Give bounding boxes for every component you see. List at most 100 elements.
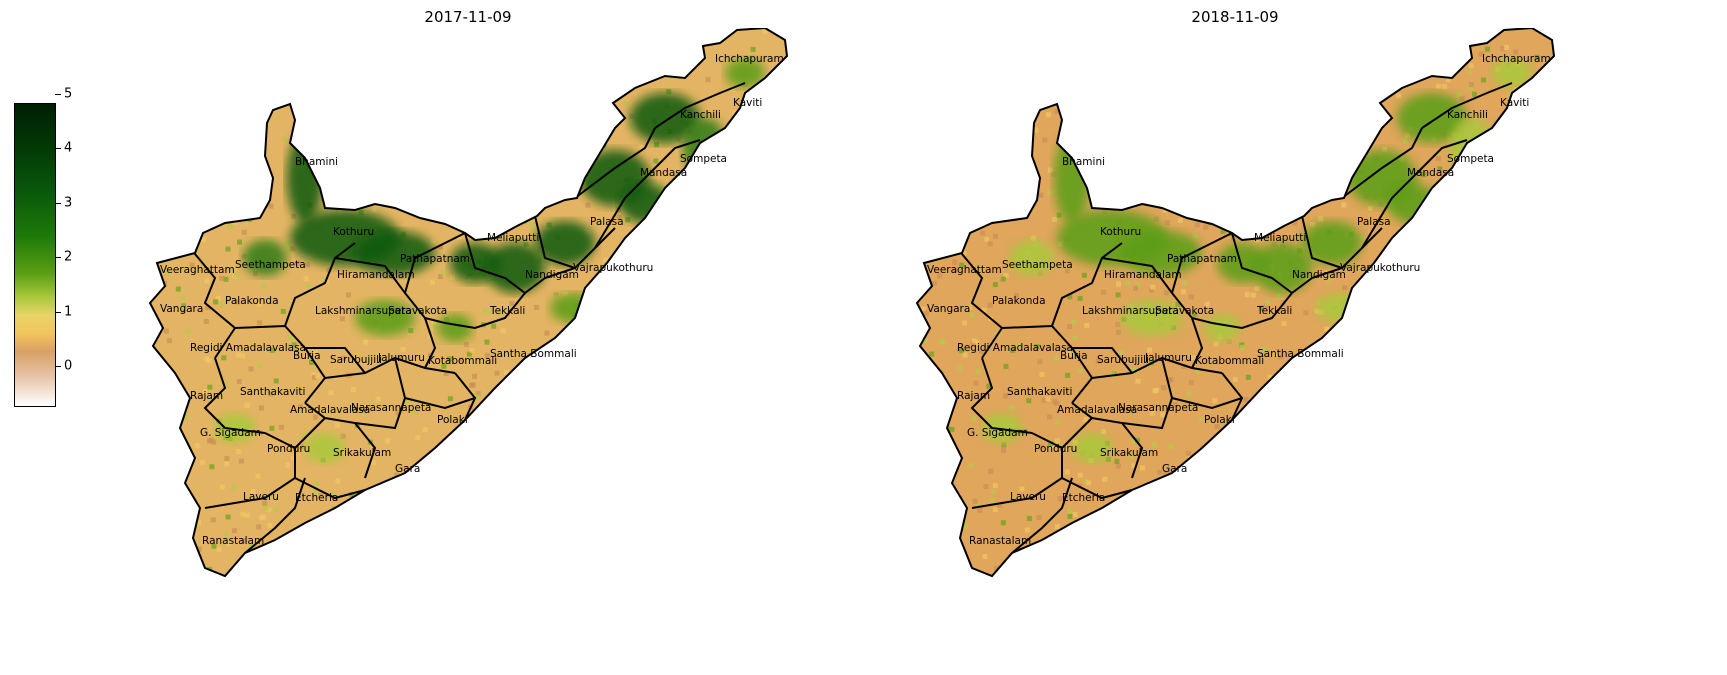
mandal-label: Meliaputti [1254, 232, 1306, 244]
vegetation-patch [630, 93, 700, 143]
title-2017: 2017-11-09 [424, 8, 512, 26]
mandal-boundary [1051, 242, 1123, 327]
mandal-label: Sarubujjili [330, 354, 382, 366]
mandal-label: Veeraghattam [160, 264, 235, 276]
colorbar-tick-2: 2 [64, 249, 73, 265]
vegetation-patch [1302, 221, 1362, 265]
mandal-label: Vangara [927, 303, 970, 315]
mandal-label: Kotabommali [428, 355, 497, 367]
mandal-label: Burja [1060, 350, 1088, 362]
mandal-label: Palakonda [992, 295, 1046, 307]
mandal-label: Santhakaviti [1007, 386, 1072, 398]
mandal-label: Kanchili [680, 109, 721, 121]
mandal-label: Saravakota [388, 305, 447, 317]
mandal-label: Burja [293, 350, 321, 362]
mandal-label: Etcherla [295, 492, 338, 504]
mandal-label: Meliaputti [487, 232, 539, 244]
mandal-boundary [1221, 372, 1244, 421]
vegetation-patch [725, 58, 765, 88]
vegetation-patch [1397, 93, 1467, 143]
mandal-boundary [305, 347, 366, 374]
mandal-label: Ranastalam [969, 535, 1031, 547]
vegetation-patch [1122, 300, 1182, 336]
vegetation-patch [1492, 58, 1532, 88]
mandal-label: Palasa [1357, 216, 1391, 228]
colorbar-tick-5: 5 [64, 86, 73, 102]
mandal-boundary [1161, 357, 1243, 410]
vegetation-patch [355, 300, 415, 336]
mandal-label: Regidi Amadalavalasa [957, 342, 1073, 354]
vegetation-patch [243, 240, 287, 276]
mandal-label: Vajrapukothuru [1340, 262, 1420, 274]
colorbar-tick-1: 1 [64, 304, 73, 320]
vegetation-patch [215, 413, 255, 443]
vegetation-patch [305, 433, 345, 463]
mandal-label: Amadalavalasa [1057, 404, 1137, 416]
mandal-label: Mandasa [640, 167, 687, 179]
mandal-boundary [394, 357, 476, 410]
vegetation-patch [1450, 118, 1494, 178]
mandal-label: Amadalavalasa [290, 404, 370, 416]
mandal-boundary [1061, 477, 1133, 500]
mandal-label: Nandigam [1292, 269, 1346, 281]
title-2018: 2018-11-09 [1191, 8, 1279, 26]
mandal-boundary [1061, 417, 1093, 449]
mandal-label: Kothuru [1100, 226, 1141, 238]
mandal-label: Ranastalam [202, 535, 264, 547]
mandal-boundary [1072, 347, 1133, 374]
mandal-label: Narasannapeta [351, 402, 431, 414]
vegetation-patch [535, 221, 595, 265]
mandal-boundary [1171, 232, 1233, 294]
mandal-label: Vajrapukothuru [573, 262, 653, 274]
mandal-label: Palasa [590, 216, 624, 228]
mandal-boundary [956, 247, 1004, 359]
mandal-label: Santha Bommali [1257, 348, 1344, 360]
mandal-boundary [574, 127, 656, 199]
mandal-boundary [594, 139, 701, 249]
mandal-boundary [444, 277, 546, 330]
mandal-label: Pathapatnam [1167, 253, 1237, 265]
mandal-label: Ichchapuram [715, 53, 784, 65]
mandal-boundary [464, 232, 526, 294]
vegetation-patch [1288, 138, 1316, 158]
mandal-label: Jalumuru [377, 352, 425, 364]
mandal-label: Gara [1162, 463, 1187, 475]
mandal-label: Kaviti [733, 97, 762, 109]
mandal-label: Narasannapeta [1118, 402, 1198, 414]
mandal-boundary [544, 227, 616, 279]
mandal-label: Etcherla [1062, 492, 1105, 504]
mandal-boundary [1421, 82, 1513, 129]
mandal-boundary [189, 247, 237, 359]
vegetation-patch [982, 413, 1022, 443]
mandal-label: Tekkali [1256, 305, 1292, 317]
mandal-label: Bhamini [295, 156, 338, 168]
mandal-boundary [1211, 277, 1313, 330]
vegetation-patch [1252, 243, 1312, 293]
colorbar [14, 103, 56, 407]
mandal-boundary [1301, 215, 1343, 269]
mandal-boundary [1341, 127, 1423, 199]
mandal-boundary [284, 242, 356, 327]
colorbar-tick-3: 3 [64, 195, 73, 211]
mandal-label: Hiramandalam [1104, 269, 1182, 281]
vegetation-patch [437, 314, 473, 342]
mandal-label: Srikakulam [1100, 447, 1158, 459]
colorbar-tick-0: 0 [64, 358, 73, 374]
mandal-label: Seethampeta [235, 259, 306, 271]
mandal-label: G. Sigadam [967, 427, 1028, 439]
mandal-boundary [454, 372, 477, 421]
mandal-boundary [424, 317, 437, 369]
vegetation-patch [1072, 433, 1112, 463]
mandal-label: Jalumuru [1144, 352, 1192, 364]
mandal-label: Kothuru [333, 226, 374, 238]
mandal-label: Sompeta [680, 153, 727, 165]
mandal-boundary [354, 397, 406, 430]
mandal-label: Kanchili [1447, 109, 1488, 121]
mandal-label: Pathapatnam [400, 253, 470, 265]
mandal-label: Palakonda [225, 295, 279, 307]
mandal-label: Ponduru [267, 443, 310, 455]
vegetation-patch [1204, 314, 1240, 342]
mandal-boundary [654, 82, 746, 129]
mandal-label: Nandigam [525, 269, 579, 281]
mandal-label: Regidi Amadalavalasa [190, 342, 306, 354]
